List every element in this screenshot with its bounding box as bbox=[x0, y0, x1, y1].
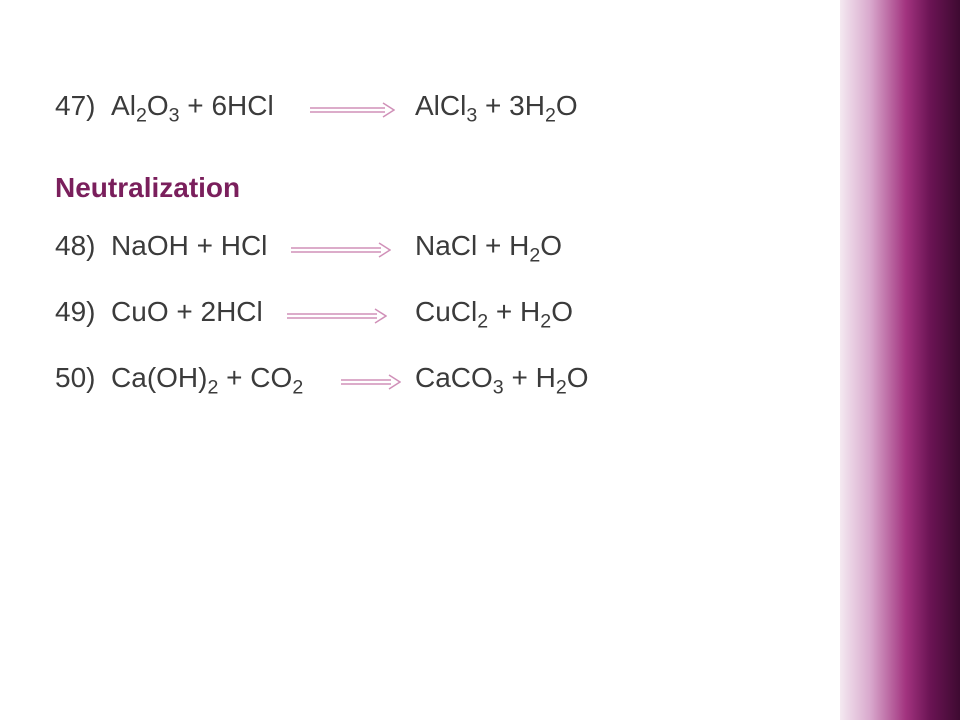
equation-lhs: 47) Al2O3 + 6HCl bbox=[55, 90, 274, 122]
equation-lhs: 48) NaOH + HCl bbox=[55, 230, 267, 262]
equation-products: CuCl2 + H2O bbox=[415, 296, 573, 328]
equation-number: 48) bbox=[55, 230, 95, 262]
reaction-arrow bbox=[291, 242, 391, 258]
reaction-arrow bbox=[310, 102, 395, 118]
arrow-icon bbox=[310, 102, 395, 118]
equation-products: CaCO3 + H2O bbox=[415, 362, 589, 394]
slide: 47) Al2O3 + 6HCl AlCl3 + 3H2O Neutraliza… bbox=[0, 0, 960, 720]
spacer bbox=[95, 90, 111, 122]
equation-number: 47) bbox=[55, 90, 95, 122]
equation-row: 50) Ca(OH)2 + CO2 CaCO3 + H2O bbox=[55, 362, 815, 402]
arrow-icon bbox=[291, 242, 391, 258]
equation-number: 49) bbox=[55, 296, 95, 328]
equation-number: 50) bbox=[55, 362, 95, 394]
reaction-arrow bbox=[341, 374, 401, 390]
spacer bbox=[95, 230, 111, 262]
equation-reactants: Al2O3 + 6HCl bbox=[111, 90, 274, 122]
equation-lhs: 50) Ca(OH)2 + CO2 bbox=[55, 362, 303, 394]
equation-products: NaCl + H2O bbox=[415, 230, 562, 262]
section-heading: Neutralization bbox=[55, 172, 815, 204]
equation-products: AlCl3 + 3H2O bbox=[415, 90, 578, 122]
equation-row: 47) Al2O3 + 6HCl AlCl3 + 3H2O bbox=[55, 90, 815, 130]
equation-lhs: 49) CuO + 2HCl bbox=[55, 296, 263, 328]
equation-row: 48) NaOH + HCl NaCl + H2O bbox=[55, 230, 815, 270]
arrow-icon bbox=[287, 308, 387, 324]
equation-row: 49) CuO + 2HCl CuCl2 + H2O bbox=[55, 296, 815, 336]
spacer bbox=[95, 296, 111, 328]
arrow-icon bbox=[341, 374, 401, 390]
sidebar-gradient bbox=[840, 0, 960, 720]
equation-reactants: CuO + 2HCl bbox=[111, 296, 263, 328]
reaction-arrow bbox=[287, 308, 387, 324]
slide-content: 47) Al2O3 + 6HCl AlCl3 + 3H2O Neutraliza… bbox=[55, 90, 815, 428]
equation-reactants: NaOH + HCl bbox=[111, 230, 267, 262]
equation-reactants: Ca(OH)2 + CO2 bbox=[111, 362, 303, 394]
spacer bbox=[95, 362, 111, 394]
